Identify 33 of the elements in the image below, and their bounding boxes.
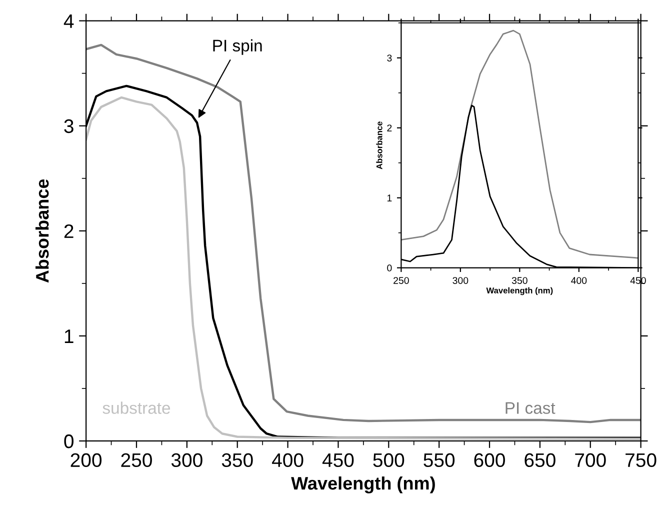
x-tick-label: 650: [524, 453, 556, 468]
x-tick-label: 250: [394, 277, 409, 284]
y-tick-label: 3: [64, 119, 74, 134]
x-tick-label: 350: [512, 277, 528, 284]
y-tick-label: 2: [64, 224, 74, 238]
line-series: [401, 30, 638, 259]
y-tick-label: 0: [64, 434, 74, 448]
y-tick-label: 0: [387, 264, 392, 272]
y-axis-title: Absorbance: [376, 122, 382, 170]
x-tick-label: 250: [121, 453, 152, 468]
y-axis-title: Absorbance: [36, 179, 49, 283]
x-axis-title: Wavelength (nm): [486, 287, 553, 296]
x-tick-label: 600: [474, 453, 505, 468]
y-tick-label: 1: [387, 194, 392, 202]
x-axis-title: Wavelength (nm): [291, 476, 435, 494]
series-label: PI cast: [506, 402, 556, 414]
x-tick-label: 300: [171, 453, 202, 468]
x-tick-label: 750: [626, 453, 656, 468]
x-tick-label: 550: [424, 453, 455, 468]
x-tick-label: 400: [571, 277, 587, 284]
y-tick-label: 3: [387, 54, 392, 62]
x-tick-label: 400: [272, 453, 304, 468]
x-tick-label: 700: [575, 453, 606, 468]
series-label: substrate: [102, 402, 170, 414]
y-tick-label: 1: [64, 330, 74, 343]
x-tick-label: 200: [70, 453, 102, 468]
y-tick-label: 4: [64, 14, 74, 28]
x-tick-label: 500: [373, 453, 404, 468]
x-tick-label: 450: [322, 453, 354, 468]
x-tick-label: 300: [452, 277, 468, 284]
y-tick-label: 2: [387, 124, 392, 132]
x-tick-label: 350: [222, 453, 253, 468]
legend-label: PI spin: [213, 39, 262, 55]
